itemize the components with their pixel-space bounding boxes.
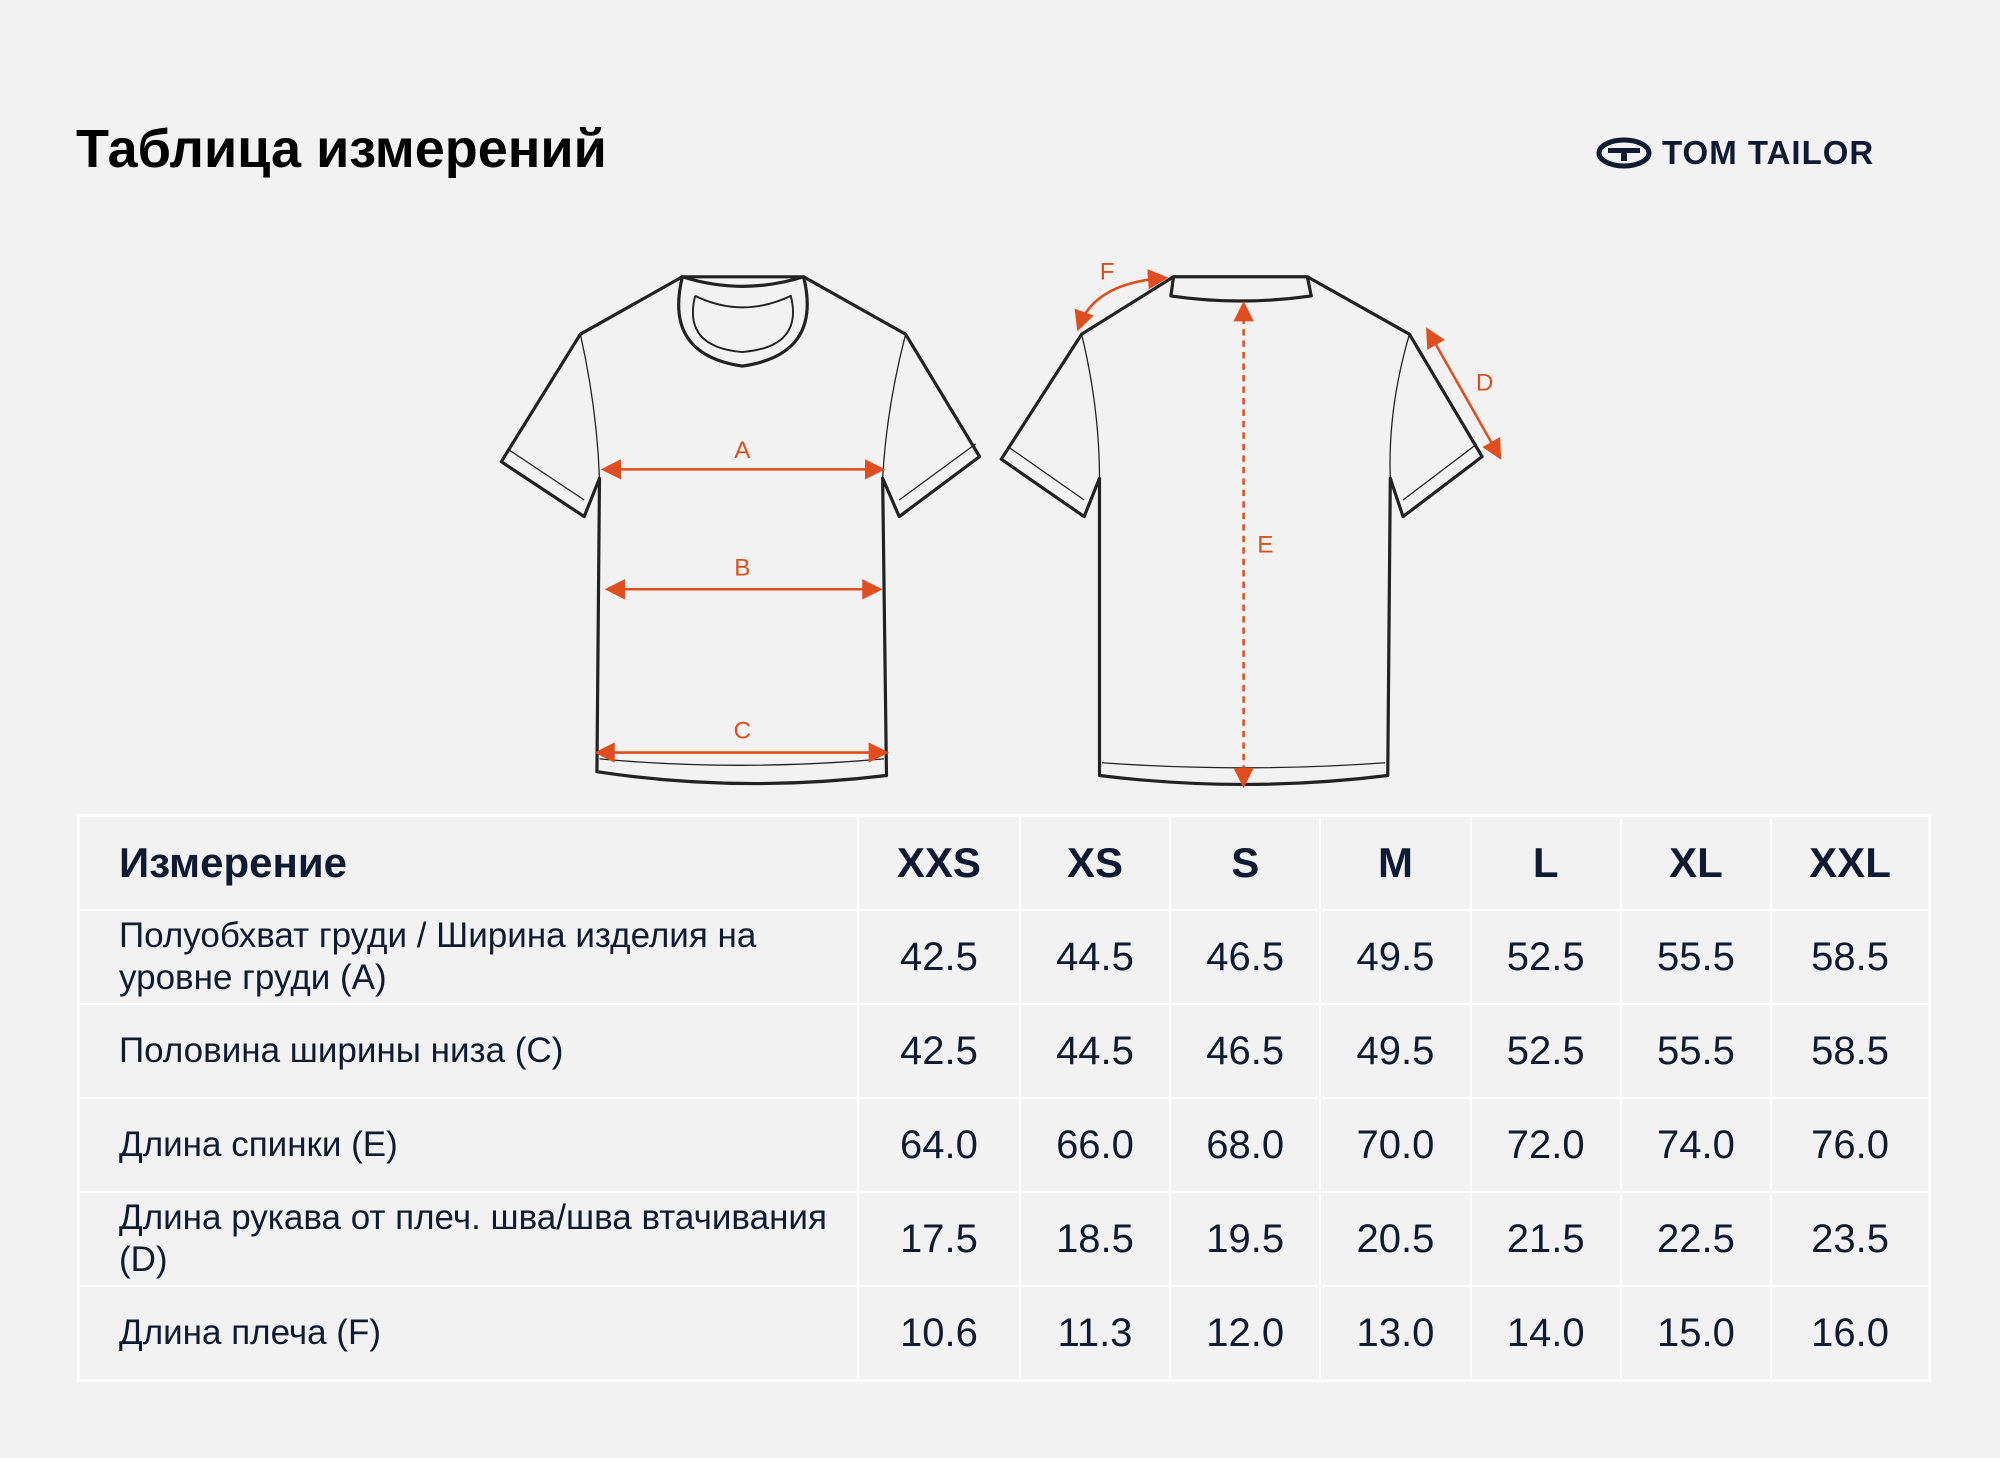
page-title: Таблица измерений — [76, 119, 607, 179]
table-body: Полуобхват груди / Ширина изделия на уро… — [77, 909, 1931, 1382]
column-header: M — [1319, 814, 1472, 911]
row-label: Половина ширины низа (C) — [77, 1003, 859, 1099]
row-label: Длина спинки (E) — [77, 1097, 859, 1193]
cell: 42.5 — [857, 909, 1021, 1005]
cell: 55.5 — [1619, 909, 1773, 1005]
size-table: Измерение XXS XS S M L XL XXL Полуобхват груди … — [77, 814, 1931, 1382]
label-f: F — [1100, 258, 1115, 285]
row-label: Полуобхват груди / Ширина изделия на уро… — [77, 909, 859, 1005]
cell: 15.0 — [1619, 1285, 1773, 1382]
cell: 58.5 — [1770, 1003, 1931, 1099]
cell: 58.5 — [1770, 909, 1931, 1005]
label-d: D — [1476, 369, 1494, 396]
cell: 49.5 — [1319, 1003, 1472, 1099]
brand-logo: TOM TAILOR — [1596, 134, 1874, 172]
cell: 52.5 — [1469, 909, 1622, 1005]
cell: 64.0 — [857, 1097, 1021, 1193]
column-header: L — [1469, 814, 1622, 911]
cell: 16.0 — [1770, 1285, 1931, 1382]
column-header: XS — [1018, 814, 1172, 911]
cell: 19.5 — [1169, 1191, 1322, 1287]
column-header: Измерение — [77, 814, 859, 911]
back-collar — [1169, 275, 1313, 303]
cell: 44.5 — [1018, 1003, 1172, 1099]
front-shirt — [499, 275, 982, 786]
column-header: XL — [1619, 814, 1773, 911]
cell: 72.0 — [1469, 1097, 1622, 1193]
table-row: Полуобхват груди / Ширина изделия на уро… — [77, 909, 1931, 1005]
table-row: Половина ширины низа (C) 42.5 44.5 46.5 49.5… — [77, 1003, 1931, 1099]
column-header: S — [1169, 814, 1322, 911]
cell: 70.0 — [1319, 1097, 1472, 1193]
column-header: XXL — [1770, 814, 1931, 911]
cell: 13.0 — [1319, 1285, 1472, 1382]
cell: 42.5 — [857, 1003, 1021, 1099]
cell: 68.0 — [1169, 1097, 1322, 1193]
back-shirt — [999, 275, 1484, 787]
cell: 46.5 — [1169, 1003, 1322, 1099]
logo-icon — [1596, 137, 1652, 169]
table-row: Длина плеча (F) 10.6 11.3 12.0 13.0 14.0 15.0 1… — [77, 1285, 1931, 1382]
cell: 49.5 — [1319, 909, 1472, 1005]
cell: 23.5 — [1770, 1191, 1931, 1287]
cell: 66.0 — [1018, 1097, 1172, 1193]
cell: 55.5 — [1619, 1003, 1773, 1099]
cell: 12.0 — [1169, 1285, 1322, 1382]
brand-name: TOM TAILOR — [1662, 134, 1875, 171]
cell: 17.5 — [857, 1191, 1021, 1287]
cell: 74.0 — [1619, 1097, 1773, 1193]
cell: 21.5 — [1469, 1191, 1622, 1287]
shirt-diagram: A B C D E F — [499, 258, 1502, 789]
label-e: E — [1257, 531, 1273, 558]
cell: 20.5 — [1319, 1191, 1472, 1287]
label-a: A — [734, 437, 751, 464]
cell: 44.5 — [1018, 909, 1172, 1005]
column-header: XXS — [857, 814, 1021, 911]
cell: 10.6 — [857, 1285, 1021, 1382]
table-row: Длина рукава от плеч. шва/шва втачивания… — [77, 1191, 1931, 1287]
header-row: Измерение XXS XS S M L XL XXL — [77, 814, 1931, 911]
cell: 14.0 — [1469, 1285, 1622, 1382]
cell: 22.5 — [1619, 1191, 1773, 1287]
cell: 46.5 — [1169, 909, 1322, 1005]
row-label: Длина плеча (F) — [77, 1285, 859, 1382]
row-label: Длина рукава от плеч. шва/шва втачивания… — [77, 1191, 859, 1287]
label-b: B — [734, 554, 750, 581]
label-c: C — [734, 718, 751, 745]
cell: 18.5 — [1018, 1191, 1172, 1287]
cell: 76.0 — [1770, 1097, 1931, 1193]
cell: 11.3 — [1018, 1285, 1172, 1382]
cell: 52.5 — [1469, 1003, 1622, 1099]
table-row: Длина спинки (E) 64.0 66.0 68.0 70.0 72.0 74.0… — [77, 1097, 1931, 1193]
